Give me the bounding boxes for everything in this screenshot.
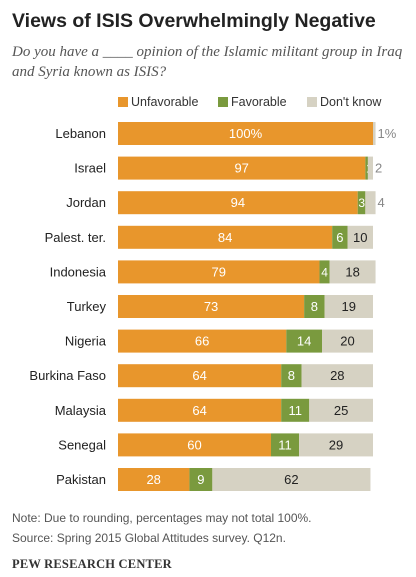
data-label-dont-know-senegal: 29 — [329, 437, 343, 452]
bar-unfavorable-pakistan — [118, 468, 190, 491]
bar-unfavorable-jordan — [118, 191, 358, 215]
legend-item-dont-know: Don't know — [307, 95, 381, 109]
bar-dont-know-malaysia — [309, 398, 373, 422]
bar-favorable-burkina-faso — [281, 364, 302, 388]
data-label-dont-know-malaysia: 25 — [334, 403, 348, 418]
bar-dont-know-indonesia — [329, 260, 376, 284]
bar-unfavorable-senegal — [118, 433, 271, 457]
bar-dont-know-senegal — [299, 433, 373, 457]
bar-unfavorable-lebanon — [118, 122, 373, 145]
bar-favorable-pakistan — [189, 468, 213, 491]
data-label-dont-know-jordan: 4 — [378, 195, 385, 210]
bar-favorable-jordan — [357, 191, 366, 215]
legend-item-favorable: Favorable — [218, 95, 287, 109]
data-label-dont-know-turkey: 19 — [342, 299, 356, 314]
data-label-unfavorable-palest-ter: 84 — [218, 230, 232, 245]
category-label-israel: Israel — [74, 161, 106, 176]
category-label-senegal: Senegal — [58, 437, 106, 452]
data-label-unfavorable-malaysia: 64 — [192, 403, 206, 418]
bar-favorable-indonesia — [319, 260, 330, 284]
legend-label-dont-know: Don't know — [320, 95, 382, 109]
data-label-unfavorable-burkina-faso: 64 — [192, 368, 206, 383]
legend-swatch-favorable — [218, 97, 228, 107]
category-label-jordan: Jordan — [66, 195, 106, 210]
bar-unfavorable-turkey — [118, 295, 305, 318]
bar-unfavorable-israel — [118, 156, 366, 180]
data-label-favorable-indonesia: 4 — [321, 265, 328, 279]
bar-favorable-israel — [365, 156, 368, 180]
bar-dont-know-lebanon — [373, 122, 376, 145]
bar-dont-know-palest-ter — [347, 225, 373, 249]
data-label-unfavorable-israel: 97 — [234, 161, 248, 176]
bar-dont-know-turkey — [324, 295, 373, 318]
legend-swatch-unfavorable — [118, 97, 128, 107]
data-label-dont-know-burkina-faso: 28 — [330, 368, 344, 383]
bar-unfavorable-indonesia — [118, 260, 320, 284]
bar-unfavorable-malaysia — [118, 398, 282, 422]
chart-note: Note: Due to rounding, percentages may n… — [12, 511, 312, 525]
data-label-dont-know-israel: 2 — [375, 161, 382, 176]
category-label-pakistan: Pakistan — [56, 472, 106, 487]
data-label-favorable-burkina-faso: 8 — [288, 368, 295, 383]
data-label-dont-know-pakistan: 62 — [284, 472, 298, 487]
bar-favorable-senegal — [271, 433, 300, 457]
data-label-unfavorable-pakistan: 28 — [146, 472, 160, 487]
data-label-favorable-palest-ter: 6 — [336, 230, 343, 245]
legend-item-unfavorable: Unfavorable — [118, 95, 198, 109]
data-label-favorable-turkey: 8 — [311, 299, 318, 314]
legend-label-unfavorable: Unfavorable — [131, 95, 199, 109]
bar-dont-know-burkina-faso — [301, 364, 373, 388]
legend-label-favorable: Favorable — [231, 95, 287, 109]
category-label-indonesia: Indonesia — [50, 264, 107, 279]
bar-unfavorable-nigeria — [118, 329, 287, 353]
bar-dont-know-israel — [367, 156, 373, 180]
data-label-favorable-nigeria: 14 — [297, 334, 311, 349]
bar-favorable-palest-ter — [332, 225, 348, 249]
data-label-unfavorable-lebanon: 100% — [229, 126, 263, 141]
data-label-dont-know-lebanon: 1% — [378, 126, 397, 141]
data-label-dont-know-indonesia: 18 — [345, 264, 359, 279]
category-label-lebanon: Lebanon — [55, 126, 106, 141]
bar-favorable-nigeria — [286, 329, 322, 353]
bar-favorable-malaysia — [281, 398, 310, 422]
bar-dont-know-pakistan — [212, 468, 371, 491]
data-label-unfavorable-nigeria: 66 — [195, 334, 209, 349]
chart-source: Source: Spring 2015 Global Attitudes sur… — [12, 531, 286, 545]
bar-dont-know-nigeria — [322, 329, 373, 353]
data-label-unfavorable-jordan: 94 — [231, 195, 245, 210]
data-label-favorable-pakistan: 9 — [197, 472, 204, 487]
data-label-favorable-malaysia: 11 — [288, 403, 302, 418]
category-label-turkey: Turkey — [67, 299, 107, 314]
bar-dont-know-jordan — [365, 191, 376, 215]
chart-subtitle: Do you have a ____ opinion of the Islami… — [12, 44, 403, 80]
category-label-burkina-faso: Burkina Faso — [29, 368, 106, 383]
bar-favorable-turkey — [304, 295, 325, 318]
data-label-unfavorable-turkey: 73 — [204, 299, 218, 314]
legend-swatch-dont-know — [307, 97, 317, 107]
data-label-dont-know-nigeria: 20 — [340, 334, 354, 349]
chart-title: Views of ISIS Overwhelmingly Negative — [12, 10, 376, 32]
bar-unfavorable-burkina-faso — [118, 364, 282, 388]
bar-unfavorable-palest-ter — [118, 225, 333, 249]
data-label-unfavorable-indonesia: 79 — [211, 264, 225, 279]
data-label-dont-know-palest-ter: 10 — [353, 230, 367, 245]
data-label-favorable-jordan: 3 — [358, 196, 365, 210]
data-label-unfavorable-senegal: 60 — [187, 437, 201, 452]
category-label-malaysia: Malaysia — [55, 403, 107, 418]
org-credit: PEW RESEARCH CENTER — [12, 557, 172, 571]
category-label-palest-ter: Palest. ter. — [45, 230, 106, 245]
category-label-nigeria: Nigeria — [65, 334, 107, 349]
data-label-favorable-senegal: 11 — [278, 437, 292, 452]
